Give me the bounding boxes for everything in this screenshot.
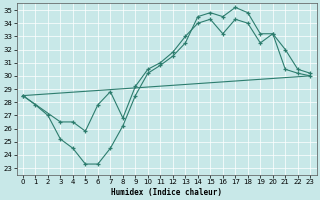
X-axis label: Humidex (Indice chaleur): Humidex (Indice chaleur)	[111, 188, 222, 197]
